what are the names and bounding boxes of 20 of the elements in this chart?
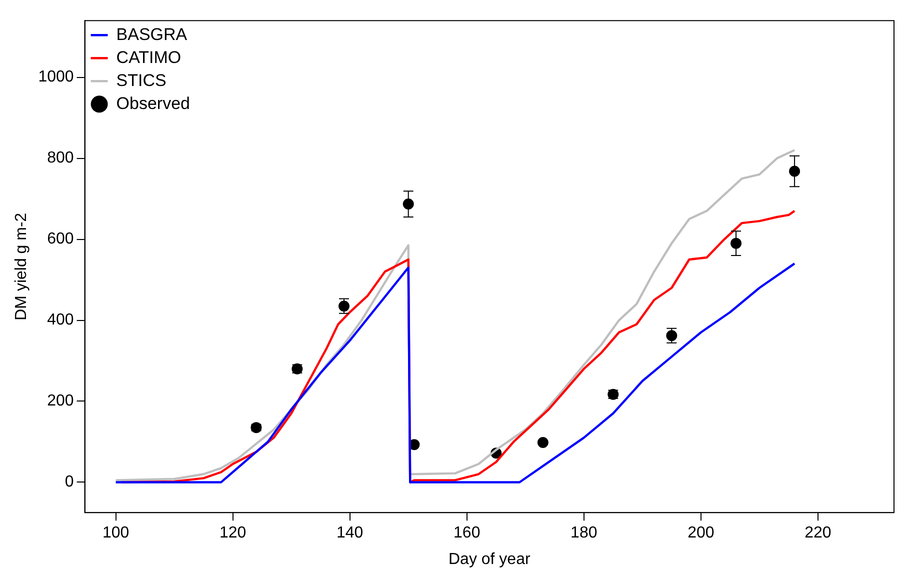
legend-label: CATIMO: [116, 48, 182, 67]
legend-label: BASGRA: [116, 24, 188, 44]
y-tick-label: 400: [47, 312, 74, 329]
y-axis-title: DM yield g m-2: [13, 212, 30, 320]
y-tick-label: 800: [47, 150, 74, 167]
x-axis-title: Day of year: [448, 550, 531, 568]
y-tick-label: 0: [64, 474, 74, 491]
y-tick-label: 600: [47, 230, 74, 248]
x-tick-label: 100: [102, 524, 130, 542]
legend-label: Observed: [116, 94, 190, 113]
point: [537, 437, 548, 448]
x-tick-label: 180: [570, 524, 598, 542]
y-tick-label: 200: [47, 392, 74, 410]
x-tick-label: 120: [219, 524, 246, 542]
legend-label: STICS: [116, 70, 166, 90]
y-tick-label: 1000: [38, 68, 74, 86]
x-tick-label: 140: [336, 524, 364, 542]
x-tick-label: 200: [688, 524, 714, 542]
x-tick-label: 160: [454, 524, 480, 542]
x-tick-label: 220: [804, 524, 832, 542]
